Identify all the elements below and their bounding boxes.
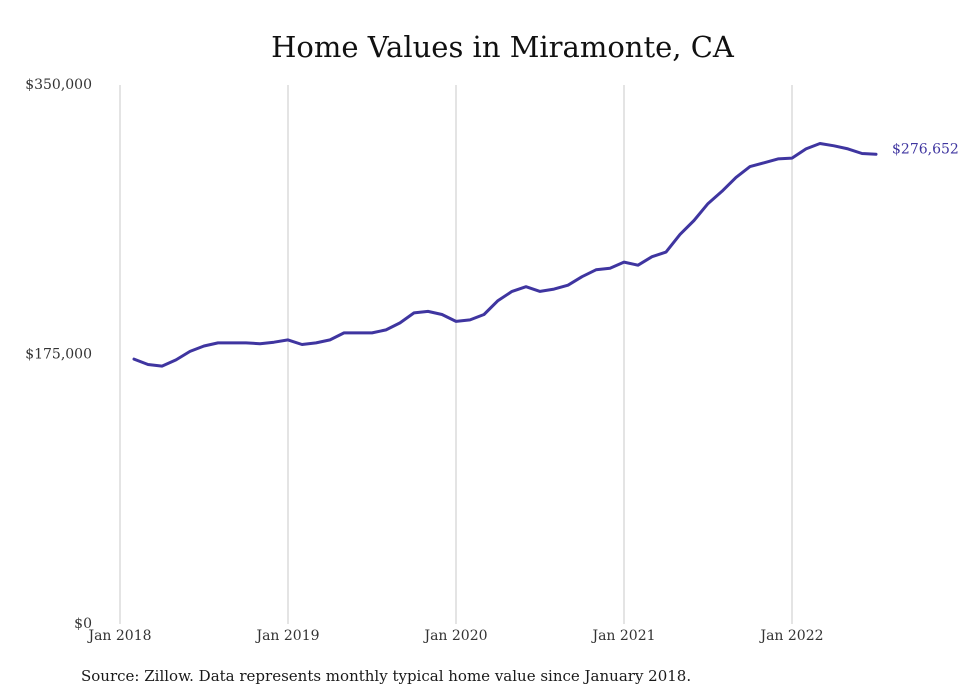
series-line	[132, 142, 878, 368]
x-tick-label: Jan 2020	[422, 628, 487, 644]
x-axis: Jan 2018 Jan 2019 Jan 2020 Jan 2021 Jan 2022	[86, 628, 823, 644]
y-tick-label: $0	[74, 616, 92, 632]
end-value-label: $276,652	[892, 141, 959, 157]
y-tick-label: $175,000	[25, 347, 92, 363]
chart-title: Home Values in Miramonte, CA	[271, 30, 734, 64]
line-chart: $0$175,000$350,000 Jan 2018 Jan 2019 Jan 2…	[25, 77, 959, 644]
gridlines	[119, 85, 793, 624]
x-tick-label: Jan 2019	[254, 628, 319, 644]
y-tick-label: $350,000	[25, 77, 92, 93]
x-tick-label: Jan 2018	[86, 628, 151, 644]
x-tick-label: Jan 2022	[758, 628, 823, 644]
series-layer	[132, 142, 878, 368]
y-axis: $0 $175,000 $350,000	[25, 77, 92, 632]
x-tick-label: Jan 2021	[590, 628, 655, 644]
source-note: Source: Zillow. Data represents monthly …	[81, 667, 692, 685]
